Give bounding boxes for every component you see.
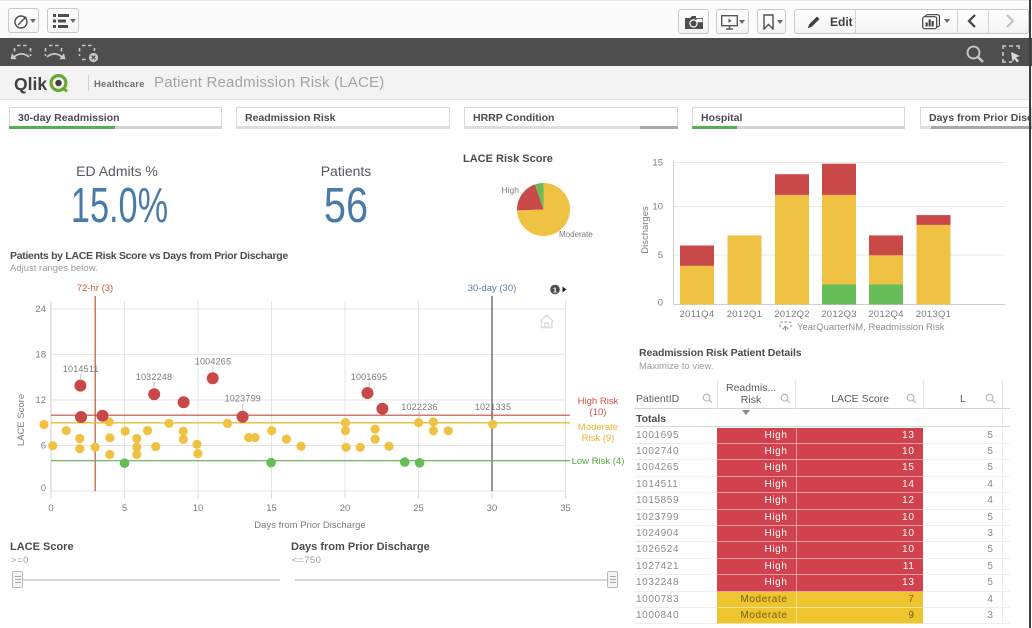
svg-text:20: 20 — [340, 503, 351, 514]
svg-text:High Risk: High Risk — [578, 396, 619, 407]
svg-text:35: 35 — [560, 503, 571, 514]
svg-text:1: 1 — [553, 285, 557, 294]
svg-text:1014511: 1014511 — [63, 364, 99, 374]
svg-text:YearQuarterNM, Readmission Ri: YearQuarterNM, Readmission Risk — [797, 322, 945, 333]
svg-text:Discharges: Discharges — [640, 206, 651, 254]
svg-text:0: 0 — [658, 298, 663, 309]
svg-text:2013Q1: 2013Q1 — [916, 309, 952, 320]
svg-text:1022236: 1022236 — [401, 402, 437, 412]
svg-text:6: 6 — [41, 441, 46, 452]
svg-text:2012Q4: 2012Q4 — [868, 309, 904, 320]
svg-text:1032248: 1032248 — [136, 372, 172, 382]
svg-text:10: 10 — [652, 202, 663, 213]
svg-text:0: 0 — [48, 503, 53, 514]
svg-text:72-hr (3): 72-hr (3) — [77, 283, 113, 294]
svg-text:High: High — [502, 185, 520, 195]
svg-text:1001695: 1001695 — [351, 372, 387, 382]
svg-text:2012Q2: 2012Q2 — [774, 309, 810, 320]
svg-text:Low Risk (4): Low Risk (4) — [572, 456, 625, 467]
svg-text:25: 25 — [413, 503, 424, 514]
svg-text:30: 30 — [487, 503, 498, 514]
svg-text:15: 15 — [266, 503, 277, 514]
svg-text:2012Q1: 2012Q1 — [727, 309, 763, 320]
svg-text:Moderate: Moderate — [559, 230, 593, 239]
svg-text:(10): (10) — [590, 407, 607, 418]
svg-text:Risk (9): Risk (9) — [582, 433, 615, 444]
svg-text:0: 0 — [41, 483, 46, 494]
svg-text:5: 5 — [658, 250, 663, 261]
svg-text:24: 24 — [35, 304, 46, 315]
svg-text:2011Q4: 2011Q4 — [680, 309, 715, 320]
svg-text:LACE Score: LACE Score — [16, 394, 27, 446]
svg-text:10: 10 — [193, 503, 204, 514]
svg-text:1004265: 1004265 — [195, 357, 231, 367]
svg-text:12: 12 — [35, 395, 46, 406]
svg-text:18: 18 — [35, 350, 46, 361]
svg-text:30-day (30): 30-day (30) — [468, 283, 517, 294]
svg-text:Moderate: Moderate — [578, 422, 618, 433]
svg-text:Days from Prior Discharge: Days from Prior Discharge — [254, 520, 365, 530]
svg-text:1021335: 1021335 — [475, 402, 511, 412]
svg-text:2012Q3: 2012Q3 — [821, 309, 857, 320]
svg-text:5: 5 — [122, 503, 127, 514]
svg-text:1023799: 1023799 — [225, 394, 261, 404]
svg-text:15: 15 — [652, 158, 663, 169]
